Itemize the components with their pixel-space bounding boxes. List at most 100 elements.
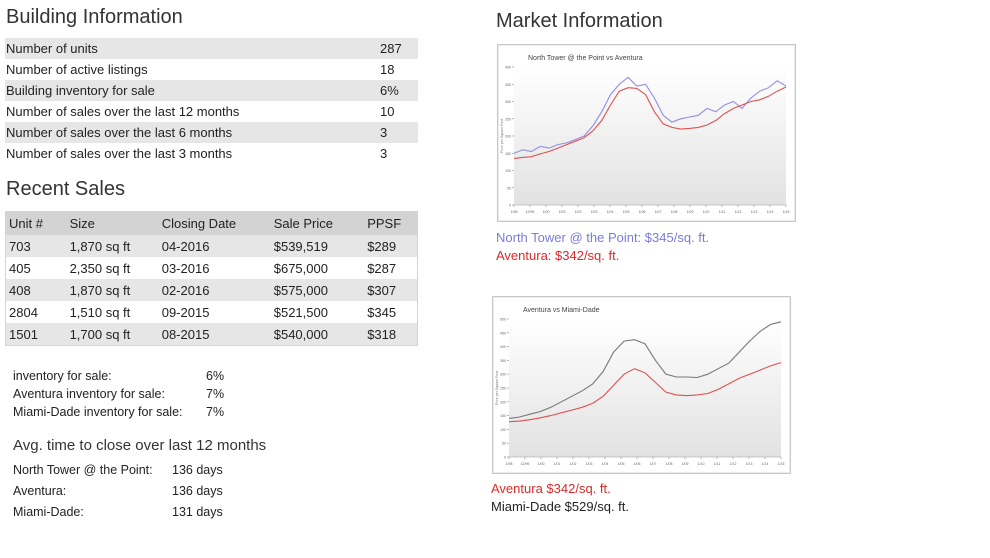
- table-cell: 09-2015: [161, 304, 210, 320]
- avg-close-value: 131 days: [172, 505, 223, 519]
- table-cell: $289: [364, 235, 418, 257]
- sales-column-header: Unit #: [5, 211, 67, 235]
- inventory-value: 7%: [206, 405, 225, 419]
- building-info-label: Number of units: [5, 38, 380, 59]
- x-tick-label: 1/02: [575, 210, 582, 214]
- x-tick-label: 1/05: [623, 210, 630, 214]
- table-cell: $575,000: [270, 279, 365, 301]
- table-row: 408 1,870 sq ft 02-2016 $575,000 $307: [5, 279, 418, 301]
- table-cell: 2,350 sq ft: [69, 260, 131, 276]
- table-cell: 2804: [9, 304, 38, 320]
- building-info-value: 3: [380, 122, 418, 143]
- x-tick-label: 1/04: [602, 462, 609, 466]
- x-tick-label: 1/02: [570, 462, 577, 466]
- building-info-value: 6%: [380, 80, 418, 101]
- y-tick-label: 50: [507, 186, 511, 190]
- table-cell: $287: [367, 260, 397, 276]
- y-tick-label: 0: [509, 204, 511, 208]
- x-tick-label: 1/15: [783, 210, 790, 214]
- x-tick-label: 1/00: [543, 210, 550, 214]
- y-tick-label: 200: [505, 135, 511, 139]
- table-row: 703 1,870 sq ft 04-2016 $539,519 $289: [5, 235, 418, 257]
- chart-title: North Tower @ the Point vs Aventura: [528, 55, 643, 62]
- table-row: 405 2,350 sq ft 03-2016 $675,000 $287: [6, 257, 418, 279]
- x-tick-label: 1/13: [746, 462, 753, 466]
- y-tick-label: 50: [502, 442, 506, 446]
- table-cell: $521,500: [273, 304, 328, 320]
- x-tick-label: 1/98: [511, 210, 518, 214]
- table-row: 2804 1,510 sq ft 09-2015 $521,500 $345: [6, 301, 418, 323]
- table-row: 1501 1,700 sq ft 08-2015 $540,000 $318: [5, 323, 418, 346]
- x-tick-label: 1/10: [703, 210, 710, 214]
- plot-area: [514, 67, 786, 205]
- inventory-label: inventory for sale:: [13, 369, 112, 383]
- y-tick-label: 350: [505, 83, 511, 87]
- table-cell: 08-2015: [158, 323, 271, 346]
- avg-close-label: North Tower @ the Point:: [13, 463, 153, 477]
- x-tick-label: 1/03: [586, 462, 593, 466]
- building-info-label: Number of active listings: [6, 62, 148, 77]
- table-cell: 1,870 sq ft: [66, 235, 159, 257]
- y-tick-label: 400: [500, 345, 506, 349]
- table-cell: 04-2016: [158, 235, 271, 257]
- building-info-label: Building inventory for sale: [5, 80, 380, 101]
- table-cell: $345: [367, 304, 397, 320]
- avg-close-label: Aventura:: [13, 484, 67, 498]
- sales-column-header: PPSF: [364, 211, 418, 235]
- y-tick-label: 0: [504, 456, 506, 460]
- legend-entry: North Tower @ the Point: $345/sq. ft.: [496, 230, 710, 245]
- y-tick-label: 300: [505, 100, 511, 104]
- y-tick-label: 450: [500, 331, 506, 335]
- x-tick-label: 1/14: [767, 210, 774, 214]
- y-tick-label: 100: [500, 428, 506, 432]
- building-info-value: 18: [380, 62, 395, 77]
- x-tick-label: 1/00: [538, 462, 545, 466]
- recent-sales-heading: Recent Sales: [6, 178, 125, 200]
- sales-column-header: Sale Price: [270, 211, 365, 235]
- table-cell: $675,000: [273, 260, 328, 276]
- chart2-svg: Aventura vs Miami-Dade 0 50 100 150 200 250 300…: [495, 307, 785, 466]
- building-info-label: Number of sales over the last 3 months: [6, 146, 233, 161]
- table-cell: 03-2016: [161, 260, 210, 276]
- series-line: [508, 321, 782, 419]
- building-info-row: Building inventory for sale 6%: [5, 80, 418, 101]
- building-info-row: Number of units 287: [5, 38, 418, 59]
- building-info-value: 10: [380, 104, 395, 119]
- building-info-row: Number of active listings 18: [5, 59, 418, 80]
- building-info-table: Number of units 287 Number of active listi…: [5, 38, 418, 164]
- chart-title: Aventura vs Miami-Dade: [523, 307, 600, 314]
- table-cell: 1,510 sq ft: [69, 304, 131, 320]
- y-tick-label: 150: [500, 414, 506, 418]
- x-tick-label: 1/08: [671, 210, 678, 214]
- x-tick-label: 1/15: [778, 462, 785, 466]
- x-tick-label: 12/99: [521, 462, 530, 466]
- x-tick-label: 1/07: [650, 462, 657, 466]
- inventory-value: 6%: [206, 369, 225, 383]
- building-info-row: Number of sales over the last 12 months 1…: [5, 101, 418, 122]
- inventory-label: Aventura inventory for sale:: [13, 387, 165, 401]
- y-tick-label: 250: [505, 117, 511, 121]
- x-tick-label: 1/09: [687, 210, 694, 214]
- table-cell: 703: [5, 235, 67, 257]
- building-info-heading: Building Information: [6, 6, 183, 28]
- y-tick-label: 250: [500, 387, 506, 391]
- x-tick-label: 1/04: [607, 210, 614, 214]
- series-line: [513, 86, 787, 159]
- building-info-row: Number of sales over the last 3 months 3: [5, 143, 418, 164]
- x-tick-label: 1/13: [751, 210, 758, 214]
- x-tick-label: 1/98: [506, 462, 513, 466]
- series-line: [513, 76, 787, 154]
- x-tick-label: 12/99: [526, 210, 535, 214]
- table-cell: $318: [364, 323, 418, 346]
- y-tick-label: 150: [505, 152, 511, 156]
- x-tick-label: 1/06: [634, 462, 641, 466]
- avg-close-value: 136 days: [172, 484, 223, 498]
- table-cell: $540,000: [270, 323, 365, 346]
- inventory-value: 7%: [206, 387, 225, 401]
- table-cell: 1,700 sq ft: [66, 323, 159, 346]
- building-info-value: 287: [380, 38, 418, 59]
- x-tick-label: 1/08: [666, 462, 673, 466]
- x-tick-label: 1/12: [730, 462, 737, 466]
- y-tick-label: 400: [505, 66, 511, 70]
- building-info-value: 3: [380, 146, 388, 161]
